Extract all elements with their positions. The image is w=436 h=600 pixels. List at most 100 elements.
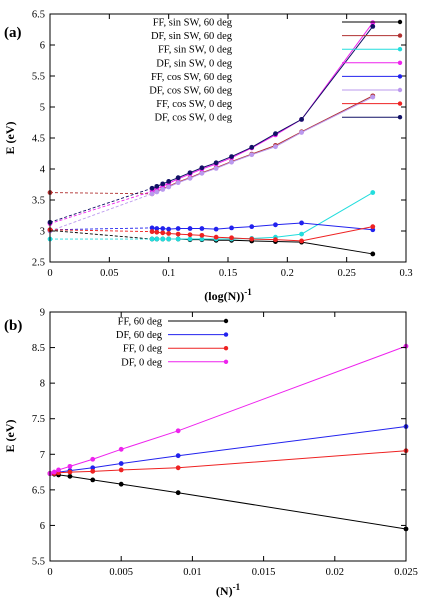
data-point — [273, 222, 278, 228]
data-point — [229, 154, 234, 160]
data-point — [154, 229, 160, 235]
legend-entry: FF, cos SW, 60 deg — [151, 72, 403, 83]
data-point — [67, 463, 73, 469]
data-point — [175, 236, 181, 242]
data-point — [299, 130, 304, 135]
x-tick-label: 0.01 — [183, 567, 201, 578]
plot-area-a — [50, 14, 406, 262]
series-8 — [47, 24, 376, 225]
data-point — [199, 165, 205, 171]
data-point — [370, 251, 376, 257]
x-tick-label: 0.15 — [219, 268, 237, 279]
legend-swatch-point — [397, 33, 403, 38]
data-point — [118, 446, 124, 452]
chart-panel-a: 0 0.05 0.1 0.15 0.2 0.25 0.3 2.5 3 3.5 4 4.5 5 5.5 6 6.… — [3, 10, 413, 304]
x-tick-label: 0 — [47, 567, 52, 578]
legend-swatch-point — [223, 318, 229, 324]
series-extrapolation-line — [49, 227, 153, 231]
ticks-a: 0 0.05 0.1 0.15 0.2 0.25 0.3 2.5 3 3.5 4 4.5 5 5.5 6 6.… — [32, 10, 413, 280]
series-extrapolation-line — [49, 229, 153, 240]
series-extrapolation-line — [49, 192, 153, 195]
legend-entry: DF, sin SW, 60 deg — [151, 31, 403, 42]
legend-a: FF, sin SW, 60 deg DF, sin SW, 60 deg FF, … — [149, 18, 403, 124]
data-point — [299, 238, 304, 244]
data-point — [229, 159, 234, 165]
data-point — [175, 428, 181, 434]
legend-label: DF, cos SW, 60 deg — [149, 86, 233, 97]
y-tick-label: 7.5 — [32, 414, 45, 425]
data-point — [160, 181, 166, 187]
legend-entry: FF, 60 deg — [118, 317, 229, 328]
legend-entry: DF, 60 deg — [116, 330, 229, 341]
data-point — [149, 185, 155, 191]
legend-label: DF, sin SW, 0 deg — [156, 58, 233, 69]
data-point — [370, 20, 376, 26]
legend-label: DF, 60 deg — [116, 330, 163, 341]
panel-label-b: (b) — [4, 318, 22, 334]
y-tick-label: 5.5 — [32, 72, 45, 83]
data-point — [90, 477, 96, 483]
data-point — [187, 175, 193, 181]
plot-area-b — [50, 312, 406, 561]
data-point — [67, 473, 73, 479]
x-axis-title-b-base: (N) — [216, 584, 233, 598]
data-point — [175, 226, 181, 231]
legend-label: FF, cos SW, 60 deg — [151, 72, 233, 83]
data-point — [149, 236, 155, 242]
y-tick-label: 3.5 — [32, 196, 45, 207]
x-tick-label: 0.1 — [162, 268, 175, 279]
legend-swatch-point — [397, 19, 403, 25]
data-point — [118, 481, 124, 487]
data-point — [199, 236, 205, 242]
legend-entry: DF, cos SW, 0 deg — [154, 113, 403, 124]
x-tick-label: 0.015 — [252, 567, 276, 578]
series-7 — [47, 224, 376, 244]
data-point — [118, 467, 124, 473]
data-point — [90, 465, 96, 471]
data-point — [175, 490, 181, 496]
legend-label: FF, sin SW, 60 deg — [153, 18, 233, 29]
y-tick-label: 3 — [40, 227, 45, 238]
x-tick-label: 0.3 — [399, 268, 412, 279]
x-tick-label: 0.02 — [326, 567, 344, 578]
data-point — [90, 468, 96, 474]
data-point — [149, 229, 155, 235]
y-tick-label: 5 — [40, 103, 45, 114]
legend-entry: DF, cos SW, 60 deg — [149, 86, 403, 97]
data-point — [149, 191, 155, 197]
data-point — [199, 232, 205, 238]
y-tick-label: 6 — [40, 521, 45, 532]
data-point — [213, 165, 219, 171]
data-point — [249, 144, 255, 150]
data-point — [213, 226, 219, 232]
data-layer-a — [47, 20, 376, 257]
series-6 — [47, 94, 376, 234]
legend-swatch-point — [397, 74, 403, 79]
data-point — [175, 453, 181, 459]
x-tick-label: 0.005 — [109, 567, 133, 578]
panel-label-a: (a) — [4, 25, 22, 41]
data-point — [187, 236, 193, 242]
data-point — [370, 94, 376, 100]
data-point — [299, 220, 304, 226]
data-point — [166, 184, 172, 190]
data-point — [160, 187, 166, 192]
data-point — [51, 469, 57, 475]
y-tick-label: 4 — [40, 165, 46, 176]
data-point — [90, 456, 96, 462]
data-point — [154, 183, 160, 189]
legend-label: FF, 60 deg — [118, 317, 163, 328]
data-point — [249, 224, 255, 230]
data-point — [175, 175, 181, 181]
x-tick-label: 0.25 — [337, 268, 355, 279]
data-point — [175, 180, 181, 186]
legend-label: DF, sin SW, 60 deg — [151, 31, 233, 42]
data-point — [229, 235, 234, 241]
data-point — [149, 225, 155, 231]
legend-b: FF, 60 deg DF, 60 deg FF, 0 deg DF, 0 deg — [116, 317, 229, 368]
data-point — [299, 231, 304, 237]
x-axis-title-a-sup: -1 — [244, 287, 252, 297]
data-point — [166, 226, 172, 232]
legend-label: FF, 0 deg — [123, 344, 163, 355]
